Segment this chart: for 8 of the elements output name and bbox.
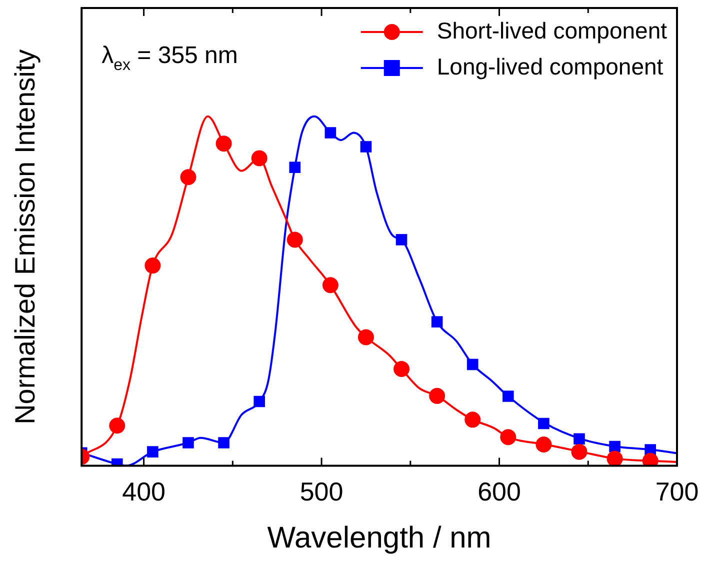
x-tick-label: 600 [478, 476, 521, 507]
x-tick-label: 700 [655, 476, 699, 507]
legend-label: Short-lived component [436, 17, 668, 44]
legend-label: Long-lived component [436, 53, 664, 80]
x-axis-title: Wavelength / nm [267, 521, 492, 554]
x-tick-label: 500 [300, 476, 344, 507]
x-tick-label: 400 [122, 476, 166, 507]
y-axis-title: Normalized Emission Intensity [10, 49, 41, 424]
